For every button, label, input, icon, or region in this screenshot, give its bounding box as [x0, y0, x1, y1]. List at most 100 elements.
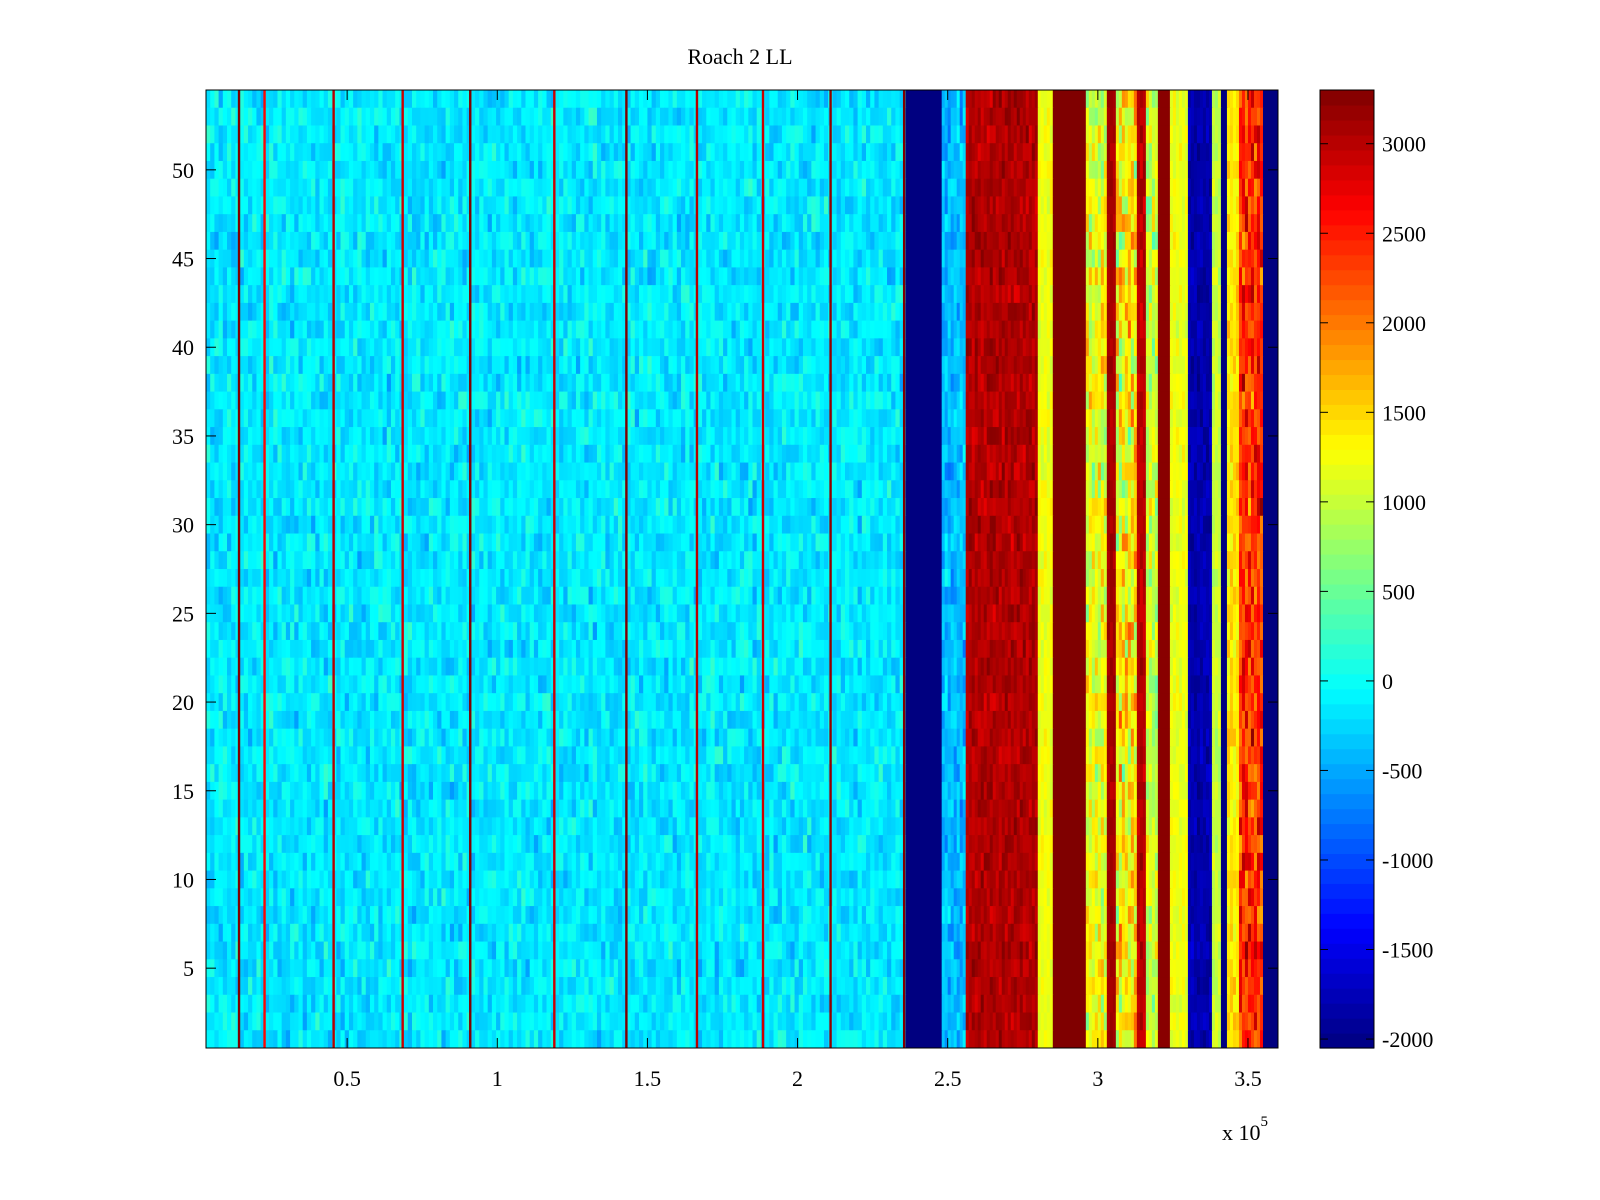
heatmap-band-cell: [980, 356, 985, 375]
heatmap-cell: [483, 391, 489, 410]
heatmap-band-cell: [1247, 143, 1252, 162]
heatmap-cell: [252, 285, 258, 304]
heatmap-cell: [378, 338, 384, 357]
heatmap-band-cell: [1157, 143, 1171, 162]
heatmap-cell: [605, 285, 611, 304]
heatmap-band-cell: [1187, 338, 1192, 357]
heatmap-cell: [483, 373, 489, 393]
heatmap-band-cell: [1031, 107, 1036, 127]
heatmap-band-cell: [1034, 285, 1039, 304]
heatmap-band-cell: [1118, 320, 1123, 339]
heatmap-cell: [622, 320, 627, 339]
heatmap-band-cell: [1187, 285, 1192, 304]
heatmap-band-cell: [1031, 338, 1036, 357]
heatmap-band-cell: [995, 143, 1000, 162]
heatmap-band-cell: [950, 125, 955, 144]
heatmap-cell: [365, 90, 371, 109]
heatmap-cell: [882, 143, 888, 162]
heatmap-band-cell: [1247, 373, 1252, 393]
heatmap-band-cell: [1232, 178, 1237, 198]
heatmap-cell: [248, 409, 253, 428]
heatmap-cell: [584, 249, 590, 269]
heatmap-band-cell: [1208, 356, 1213, 375]
heatmap-cell: [210, 231, 215, 251]
heatmap-band-cell: [1205, 285, 1210, 304]
heatmap-band-cell: [944, 107, 949, 127]
heatmap-cell: [424, 267, 430, 286]
heatmap-cell: [651, 143, 657, 162]
heatmap-cell: [559, 320, 564, 339]
heatmap-band-cell: [977, 107, 982, 127]
heatmap-cell: [773, 178, 779, 198]
heatmap-cell: [647, 160, 653, 180]
heatmap-band-cell: [1154, 267, 1159, 286]
heatmap-band-cell: [1238, 90, 1243, 109]
heatmap-cell: [870, 90, 876, 109]
heatmap-cell: [710, 90, 716, 109]
heatmap-cell: [479, 320, 485, 339]
heatmap-cell: [269, 178, 274, 198]
heatmap-cell: [479, 338, 485, 357]
heatmap-band-cell: [1115, 267, 1120, 286]
heatmap-band-cell: [1013, 373, 1018, 393]
heatmap-band-cell: [1259, 391, 1264, 410]
heatmap-cell: [260, 409, 266, 428]
heatmap-cell: [714, 107, 720, 127]
heatmap-band-cell: [1052, 125, 1087, 144]
heatmap-band-cell: [1232, 160, 1237, 180]
heatmap-band-cell: [1031, 391, 1036, 410]
heatmap-band-cell: [1028, 267, 1033, 286]
heatmap-cell: [327, 373, 333, 393]
heatmap-band-cell: [1130, 373, 1135, 393]
heatmap-cell: [849, 160, 854, 180]
heatmap-band-cell: [1178, 409, 1183, 428]
heatmap-cell: [592, 125, 598, 144]
heatmap-cell: [823, 143, 829, 162]
heatmap-cell: [269, 320, 274, 339]
heatmap-cell: [479, 107, 485, 127]
heatmap-band-cell: [1010, 338, 1015, 357]
heatmap-cell: [386, 409, 392, 428]
heatmap-cell: [298, 196, 304, 215]
heatmap-cell: [348, 391, 354, 410]
heatmap-cell: [504, 160, 510, 180]
heatmap-cell: [336, 302, 342, 322]
heatmap-cell: [580, 320, 585, 339]
heatmap-cell: [348, 231, 354, 251]
heatmap-band-cell: [1130, 196, 1135, 215]
heatmap-cell: [554, 90, 560, 109]
heatmap-band-cell: [1142, 249, 1147, 269]
heatmap-cell: [508, 391, 514, 410]
heatmap-band-cell: [1226, 107, 1231, 127]
heatmap-band-cell: [1094, 160, 1099, 180]
heatmap-cell: [668, 90, 674, 109]
heatmap-cell: [765, 373, 770, 393]
heatmap-band-cell: [962, 391, 967, 410]
heatmap-cell: [222, 409, 228, 428]
heatmap-cell: [538, 320, 543, 339]
heatmap-band-cell: [905, 196, 943, 215]
heatmap-band-cell: [1112, 409, 1117, 428]
heatmap-band-cell: [1157, 285, 1171, 304]
heatmap-cell: [273, 125, 279, 144]
heatmap-cell: [592, 320, 598, 339]
heatmap-cell: [710, 178, 716, 198]
heatmap-cell: [256, 143, 262, 162]
heatmap-cell: [697, 409, 703, 428]
heatmap-band-cell: [974, 160, 979, 180]
heatmap-cell: [533, 107, 539, 127]
heatmap-cell: [870, 196, 876, 215]
heatmap-band-cell: [1040, 249, 1045, 269]
heatmap-band-cell: [950, 249, 955, 269]
heatmap-band-cell: [977, 178, 982, 198]
heatmap-cell: [382, 267, 388, 286]
heatmap-cell: [613, 160, 619, 180]
heatmap-band-cell: [1178, 107, 1183, 127]
heatmap-band-cell: [1199, 90, 1204, 109]
heatmap-cell: [609, 373, 615, 393]
heatmap-band-cell: [1244, 409, 1249, 428]
heatmap-cell: [630, 356, 636, 375]
heatmap-cell: [861, 178, 867, 198]
heatmap-cell: [802, 214, 808, 233]
heatmap-cell: [807, 320, 812, 339]
